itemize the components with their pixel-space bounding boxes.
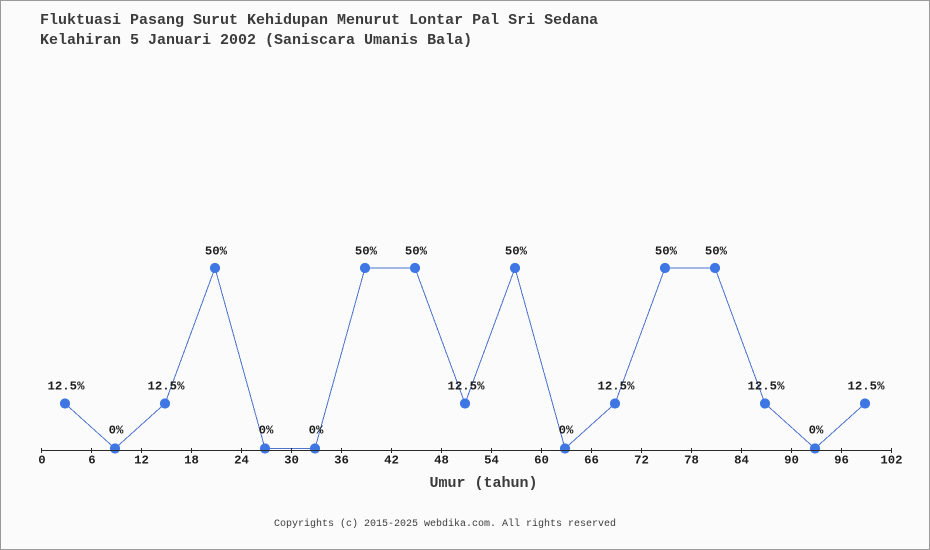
svg-text:30: 30	[284, 454, 299, 468]
svg-text:12.5%: 12.5%	[598, 380, 636, 394]
svg-text:6: 6	[88, 454, 95, 468]
svg-text:12: 12	[134, 454, 149, 468]
svg-text:0%: 0%	[259, 424, 274, 438]
svg-text:36: 36	[334, 454, 349, 468]
svg-text:0%: 0%	[559, 424, 574, 438]
svg-text:12.5%: 12.5%	[448, 380, 486, 394]
svg-text:50%: 50%	[355, 245, 378, 259]
svg-text:24: 24	[234, 454, 249, 468]
svg-text:18: 18	[184, 454, 199, 468]
svg-text:Umur (tahun): Umur (tahun)	[429, 475, 537, 492]
svg-text:Copyrights (c) 2015-2025 webdi: Copyrights (c) 2015-2025 webdika.com. Al…	[274, 518, 616, 530]
svg-text:96: 96	[834, 454, 849, 468]
svg-text:Fluktuasi Pasang Surut Kehidup: Fluktuasi Pasang Surut Kehidupan Menurut…	[40, 12, 598, 29]
svg-text:0: 0	[38, 454, 45, 468]
svg-text:50%: 50%	[205, 245, 228, 259]
svg-text:0%: 0%	[309, 424, 324, 438]
svg-text:54: 54	[484, 454, 499, 468]
svg-text:78: 78	[684, 454, 699, 468]
svg-text:50%: 50%	[405, 245, 428, 259]
svg-text:50%: 50%	[655, 245, 678, 259]
svg-text:48: 48	[434, 454, 449, 468]
svg-text:12.5%: 12.5%	[848, 380, 886, 394]
svg-text:60: 60	[534, 454, 549, 468]
svg-text:Kelahiran 5 Januari 2002 (Sani: Kelahiran 5 Januari 2002 (Saniscara Uman…	[40, 32, 472, 49]
svg-text:0%: 0%	[809, 424, 824, 438]
svg-text:102: 102	[880, 454, 902, 468]
svg-text:66: 66	[584, 454, 599, 468]
svg-text:90: 90	[784, 454, 799, 468]
svg-text:12.5%: 12.5%	[148, 380, 186, 394]
svg-text:12.5%: 12.5%	[48, 380, 86, 394]
svg-text:84: 84	[734, 454, 749, 468]
svg-text:50%: 50%	[505, 245, 528, 259]
svg-text:72: 72	[634, 454, 649, 468]
svg-text:50%: 50%	[705, 245, 728, 259]
svg-text:12.5%: 12.5%	[748, 380, 786, 394]
svg-text:42: 42	[384, 454, 399, 468]
svg-text:0%: 0%	[109, 424, 124, 438]
